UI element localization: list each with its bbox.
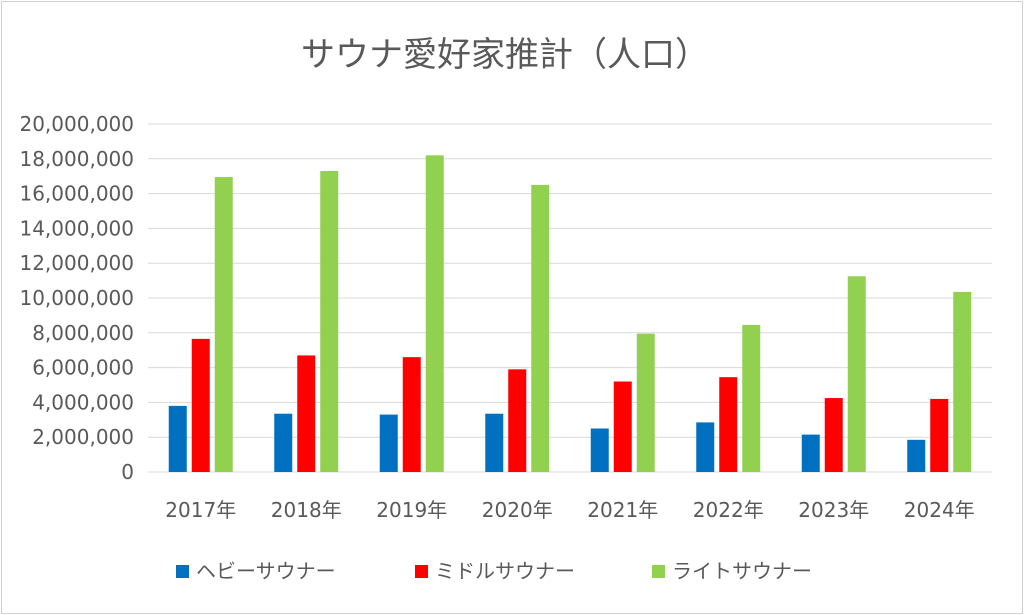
bar [320,170,339,473]
y-tick-label: 20,000,000 [19,112,134,136]
bar [168,405,187,472]
bar [485,413,504,472]
x-tick-label: 2024年 [904,498,975,522]
bar [274,413,293,472]
bars [168,155,972,473]
y-tick-label: 16,000,000 [19,182,134,206]
bar [531,184,550,472]
y-tick-label: 10,000,000 [19,286,134,310]
chart-title: サウナ愛好家推計（人口） [301,35,709,75]
bar [953,291,972,472]
x-tick-label: 2022年 [693,498,764,522]
y-tick-label: 8,000,000 [32,321,134,345]
y-tick-label: 6,000,000 [32,356,134,380]
y-axis-ticks: 0 2,000,000 4,000,000 6,000,000 8,000,000 10,… [19,112,134,484]
y-tick-label: 18,000,000 [19,147,134,171]
bar [191,338,210,472]
x-tick-label: 2023年 [798,498,869,522]
bar [402,357,421,472]
bar [590,428,609,472]
legend-label: ヘビーサウナー [196,559,336,583]
bar [696,422,715,472]
bar [847,276,866,472]
y-tick-label: 2,000,000 [32,425,134,449]
bar [930,398,949,472]
bar [636,333,655,472]
x-axis-ticks: 2017年 2018年 2019年 2020年 2021年 2022年 2023年 2024年 [165,498,974,522]
y-tick-label: 14,000,000 [19,216,134,240]
x-tick-label: 2017年 [165,498,236,522]
bar [379,414,398,472]
x-tick-label: 2019年 [376,498,447,522]
legend-label: ライトサウナー [672,559,812,583]
bar [801,434,820,472]
x-tick-label: 2020年 [482,498,553,522]
legend-label: ミドルサウナー [435,559,575,583]
bar [907,439,926,472]
legend-swatch [415,565,428,578]
x-tick-label: 2018年 [271,498,342,522]
legend-swatch [652,565,665,578]
legend-swatch [176,565,189,578]
legend: ヘビーサウナー ミドルサウナー ライトサウナー [176,559,812,583]
bar [508,369,527,472]
bar [719,377,738,472]
y-tick-label: 12,000,000 [19,251,134,275]
y-tick-label: 4,000,000 [32,390,134,414]
bar [425,155,444,472]
bar [824,398,843,472]
bar [214,177,233,472]
y-tick-label: 0 [121,460,134,484]
x-tick-label: 2021年 [587,498,658,522]
bar [297,355,316,472]
bar [613,381,632,472]
bar [742,324,761,472]
